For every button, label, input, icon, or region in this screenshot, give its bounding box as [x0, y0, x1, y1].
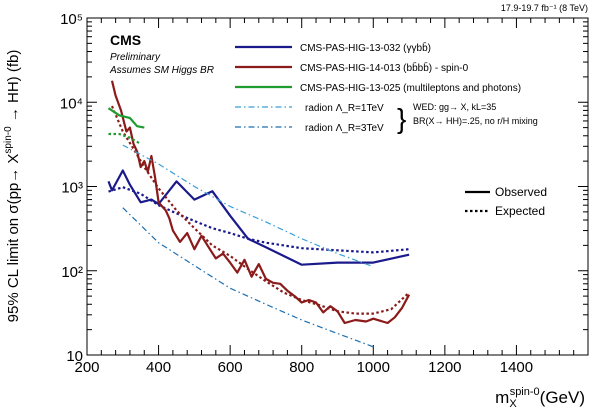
- wed-label-line1: WED: gg→ X, kL=35: [413, 102, 496, 112]
- legend-label-radion3: radion Λ_R=3TeV: [305, 123, 384, 134]
- legend-expected-label: Expected: [495, 204, 545, 218]
- axes: 200 400 600 800 1000 1200 1400 10 10² 10³ 10⁴ 10⁵: [60, 11, 589, 376]
- series-line-3: [110, 105, 410, 315]
- cms-label: CMS: [110, 32, 141, 48]
- preliminary-label: Preliminary: [110, 52, 161, 63]
- series-line-0: [107, 169, 410, 266]
- y-tick-label: 10: [66, 348, 83, 365]
- lumi-label: 17.9-19.7 fb⁻¹ (8 TeV): [501, 3, 588, 13]
- x-tick-label: 200: [74, 359, 99, 376]
- legend-style: Observed Expected: [465, 185, 547, 218]
- y-tick-label: 10⁵: [60, 11, 83, 28]
- legend-observed-label: Observed: [495, 185, 547, 199]
- wed-label-line2: BR(X→ HH)=.25, no r/H mixing: [413, 116, 538, 126]
- legend-top: CMS-PAS-HIG-13-032 (γγbb̄) CMS-PAS-HIG-1…: [235, 41, 538, 134]
- x-tick-label: 1000: [357, 359, 390, 376]
- series-line-4: [107, 107, 145, 129]
- y-tick-label: 10⁴: [60, 95, 83, 112]
- x-tick-label: 1400: [500, 359, 533, 376]
- x-tick-label: 600: [218, 359, 243, 376]
- series-line-7: [122, 207, 374, 348]
- y-tick-label: 10³: [61, 180, 83, 197]
- legend-label-multilep: CMS-PAS-HIG-13-025 (multileptons and pho…: [300, 83, 521, 94]
- legend-label-radion1: radion Λ_R=1TeV: [305, 103, 384, 114]
- legend-label-bbbb: CMS-PAS-HIG-14-013 (bb̄bb̄) - spin-0: [300, 61, 469, 74]
- x-tick-label: 1200: [428, 359, 461, 376]
- series-group: [107, 80, 411, 348]
- x-tick-label: 400: [146, 359, 171, 376]
- y-axis-title: 95% CL limit on σ(pp→ Xspin-0 → HH) (fb): [3, 50, 22, 323]
- x-tick-label: 800: [289, 359, 314, 376]
- x-axis-title: mXspin-0(GeV): [495, 386, 585, 409]
- series-line-5: [108, 132, 142, 145]
- y-tick-label: 10²: [61, 264, 83, 281]
- series-line-6: [122, 144, 374, 268]
- assumption-label: Assumes SM Higgs BR: [109, 65, 214, 76]
- series-line-2: [110, 80, 411, 325]
- legend-label-gg: CMS-PAS-HIG-13-032 (γγbb̄): [300, 41, 431, 54]
- series-line-1: [108, 186, 410, 254]
- legend-brace: }: [397, 103, 406, 134]
